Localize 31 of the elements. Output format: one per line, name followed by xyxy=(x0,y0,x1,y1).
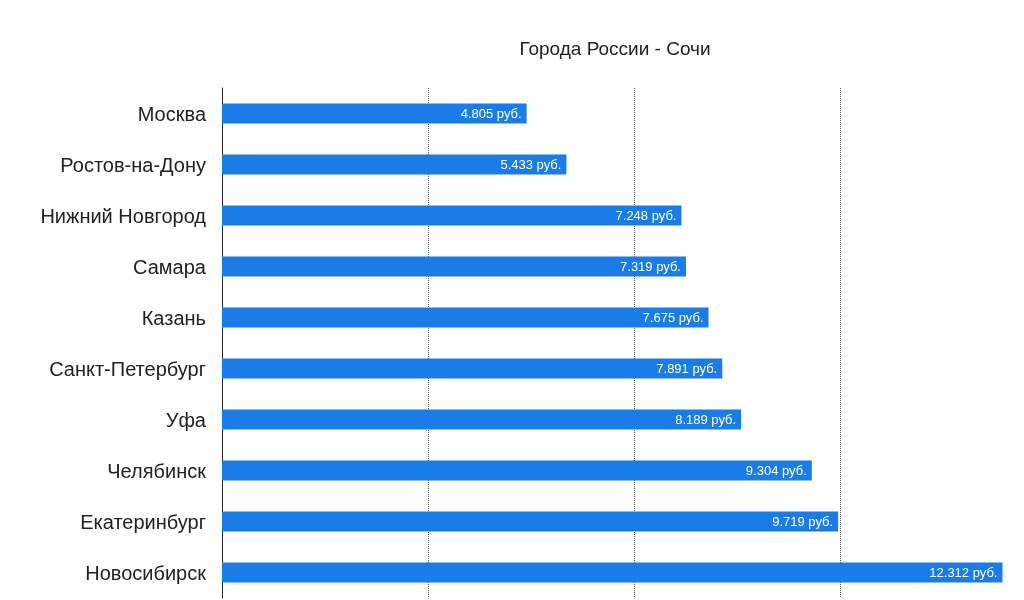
data-label: 5.433 руб. xyxy=(500,157,562,172)
y-tick-label: Москва xyxy=(137,102,207,125)
y-tick-label: Ростов-на-Дону xyxy=(60,153,206,176)
data-label: 7.248 руб. xyxy=(615,208,677,223)
data-label: 12.312 руб. xyxy=(929,565,998,580)
y-tick-label: Челябинск xyxy=(107,459,207,482)
bar xyxy=(222,409,742,430)
data-label: 9.719 руб. xyxy=(772,514,834,529)
data-label: 7.675 руб. xyxy=(642,310,704,325)
bar xyxy=(222,562,1003,583)
bar xyxy=(222,460,812,481)
data-label: 8.189 руб. xyxy=(675,412,737,427)
data-label: 4.805 руб. xyxy=(460,106,522,121)
bar xyxy=(222,307,709,328)
data-label: 9.304 руб. xyxy=(745,463,807,478)
data-label: 7.891 руб. xyxy=(656,361,718,376)
bar xyxy=(222,103,527,124)
y-tick-label: Новосибирск xyxy=(85,561,207,584)
y-tick-label: Санкт-Петербург xyxy=(49,357,206,380)
y-tick-label: Казань xyxy=(141,306,206,329)
bar xyxy=(222,256,686,277)
chart-title: Города России - Сочи xyxy=(519,38,711,59)
bar xyxy=(222,205,682,226)
data-label: 7.319 руб. xyxy=(620,259,681,274)
y-tick-label: Самара xyxy=(133,255,207,278)
bar xyxy=(222,154,567,175)
y-tick-label: Екатеринбург xyxy=(80,510,206,533)
y-tick-label: Уфа xyxy=(165,408,207,431)
bar xyxy=(222,358,723,379)
bar xyxy=(222,511,839,532)
y-tick-label: Нижний Новгород xyxy=(40,204,207,227)
